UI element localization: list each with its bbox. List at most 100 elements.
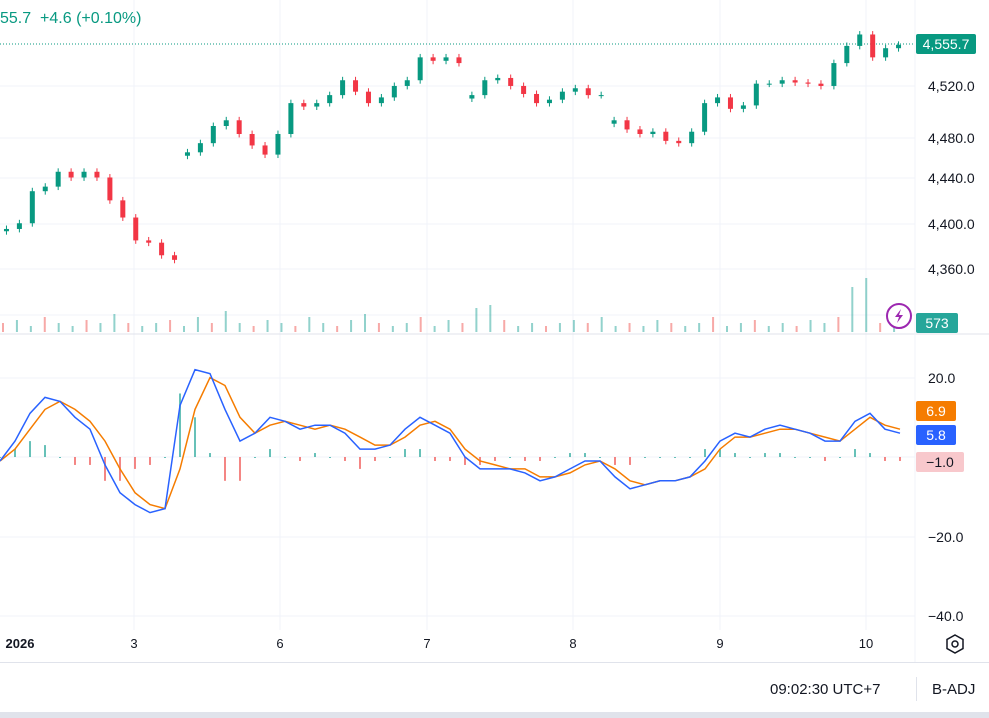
histogram-bar bbox=[434, 457, 436, 461]
candle bbox=[508, 77, 514, 86]
candle bbox=[495, 77, 501, 81]
histogram-bar bbox=[404, 449, 406, 457]
volume-bar bbox=[712, 317, 715, 332]
price-tick: 4,480.0 bbox=[928, 130, 975, 146]
candle bbox=[262, 145, 268, 155]
volume-bar bbox=[614, 326, 617, 332]
volume-bar bbox=[503, 320, 506, 332]
candle bbox=[663, 131, 669, 141]
histogram-bar bbox=[614, 457, 616, 465]
volume-bar bbox=[85, 320, 88, 332]
histogram-bar bbox=[779, 453, 781, 457]
volume-bar bbox=[308, 317, 311, 332]
candle bbox=[766, 83, 772, 85]
volume-bar bbox=[350, 320, 353, 332]
volume-bar bbox=[141, 326, 144, 332]
candle bbox=[94, 171, 100, 178]
lightning-icon[interactable] bbox=[886, 303, 912, 329]
histogram-bar bbox=[89, 457, 91, 465]
macd-tick: 20.0 bbox=[928, 370, 956, 386]
signal-line bbox=[0, 376, 901, 510]
candle bbox=[456, 57, 462, 64]
histogram-bar bbox=[899, 457, 901, 461]
time-tick: 10 bbox=[858, 636, 874, 651]
volume-bar bbox=[739, 323, 742, 332]
volume-bar bbox=[865, 278, 868, 332]
hexagon-settings-icon[interactable] bbox=[946, 634, 964, 654]
histogram-bar bbox=[599, 457, 601, 458]
macd-tick: −20.0 bbox=[928, 529, 964, 545]
candle bbox=[676, 140, 682, 144]
candle bbox=[223, 120, 229, 126]
candles bbox=[3, 31, 902, 264]
histogram-bar bbox=[884, 457, 886, 461]
horizontal-scrollbar[interactable] bbox=[0, 712, 989, 718]
histogram-bar bbox=[569, 453, 571, 457]
histogram-bar bbox=[134, 457, 136, 469]
time-tick: 8 bbox=[569, 636, 577, 651]
volume-bar bbox=[879, 323, 882, 332]
histogram-bar bbox=[194, 417, 196, 457]
candle bbox=[159, 242, 165, 256]
volume-bar bbox=[586, 323, 589, 332]
last-price-badge: 4,555.7 bbox=[916, 34, 976, 54]
candle bbox=[236, 120, 242, 135]
signal-badge: 6.9 bbox=[916, 401, 956, 421]
candle bbox=[133, 217, 139, 241]
histogram-bar bbox=[689, 457, 691, 458]
candle bbox=[585, 88, 591, 96]
price-tick: 4,400.0 bbox=[928, 216, 975, 232]
candle bbox=[844, 45, 850, 64]
histogram-bar bbox=[794, 457, 796, 458]
histogram-bar bbox=[74, 457, 76, 465]
chart-canvas[interactable] bbox=[0, 0, 989, 662]
last-price: 55.7 bbox=[0, 10, 32, 27]
candle bbox=[184, 152, 190, 156]
volume-bar bbox=[893, 326, 896, 332]
volume-bar bbox=[628, 323, 631, 332]
volume-bar bbox=[475, 308, 478, 332]
adjustment-button[interactable]: B-ADJ bbox=[932, 681, 976, 698]
macd-tick: −40.0 bbox=[928, 608, 964, 624]
histogram-bar bbox=[239, 457, 241, 481]
histogram-bar bbox=[104, 457, 106, 481]
histogram-bar bbox=[419, 449, 421, 457]
volume-bar bbox=[433, 326, 436, 332]
candle bbox=[637, 129, 643, 135]
volume-bar bbox=[837, 317, 840, 332]
candle bbox=[546, 99, 552, 104]
candle bbox=[740, 105, 746, 109]
candle bbox=[792, 80, 798, 83]
volume-bar bbox=[2, 323, 4, 332]
histogram-bar bbox=[329, 457, 331, 458]
clock-timezone-button[interactable]: 09:02:30 UTC+7 bbox=[770, 681, 881, 698]
candle bbox=[624, 120, 630, 130]
volume-bar bbox=[642, 326, 645, 332]
candle bbox=[469, 95, 475, 99]
candle bbox=[883, 48, 889, 58]
price-tick: 4,360.0 bbox=[928, 261, 975, 277]
candle bbox=[301, 103, 307, 107]
macd-badge: 5.8 bbox=[916, 425, 956, 445]
candle bbox=[172, 255, 178, 260]
histogram-bar bbox=[164, 457, 166, 458]
volume-bar bbox=[294, 326, 297, 332]
candle bbox=[417, 57, 423, 81]
volume-bar bbox=[781, 323, 784, 332]
volume-bar bbox=[29, 326, 32, 332]
histogram-bar bbox=[269, 449, 271, 457]
grid bbox=[0, 0, 915, 630]
candle bbox=[3, 228, 9, 232]
histogram-bar bbox=[809, 457, 811, 458]
volume-bar bbox=[113, 314, 116, 332]
candle bbox=[430, 57, 436, 61]
volume-bar bbox=[572, 320, 575, 332]
volume-bar bbox=[670, 323, 673, 332]
histogram-bar bbox=[389, 457, 391, 458]
volume-bar bbox=[183, 326, 185, 332]
histogram-bar bbox=[494, 457, 496, 461]
histogram-bar bbox=[44, 445, 46, 457]
histogram-bar bbox=[734, 453, 736, 457]
volume-bar bbox=[753, 320, 756, 332]
volume-bar bbox=[155, 323, 158, 332]
